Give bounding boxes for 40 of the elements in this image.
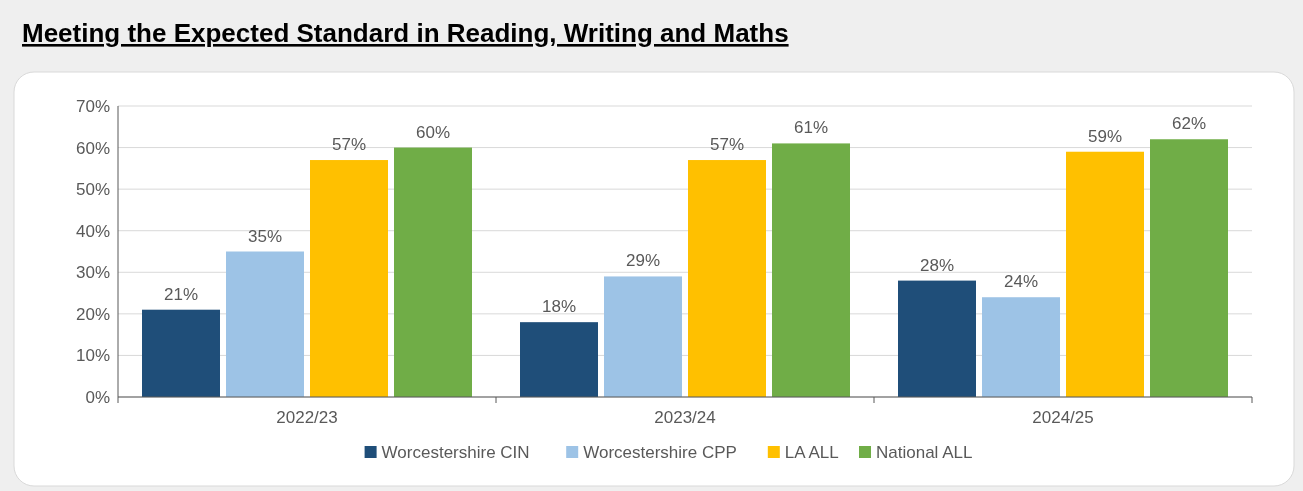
data-label: 18% — [541, 297, 577, 317]
y-tick-label: 20% — [75, 304, 110, 324]
data-label: 35% — [247, 226, 283, 246]
y-tick-label: 40% — [75, 221, 110, 241]
data-label: 28% — [919, 255, 955, 275]
x-tick-label: 2023/24 — [654, 408, 716, 427]
x-tick-label: 2024/25 — [1032, 408, 1094, 427]
bar — [310, 160, 388, 397]
data-label: 57% — [709, 135, 745, 155]
legend-label: Worcestershire CPP — [583, 443, 737, 462]
data-label: 57% — [331, 135, 367, 155]
bar — [226, 251, 304, 397]
x-tick-label: 2022/23 — [276, 408, 338, 427]
data-label: 62% — [1171, 114, 1207, 134]
bar — [394, 147, 472, 397]
legend-label: Worcestershire CIN — [381, 443, 530, 462]
bar — [520, 322, 598, 397]
data-label: 59% — [1087, 126, 1123, 146]
bar — [982, 297, 1060, 397]
bar — [772, 143, 850, 397]
data-label: 24% — [1003, 272, 1039, 292]
legend-label: LA ALL — [784, 443, 839, 462]
bar — [604, 276, 682, 397]
y-tick-label: 30% — [75, 263, 110, 283]
y-tick-label: 70% — [75, 97, 110, 116]
legend-label: National ALL — [876, 443, 973, 462]
data-label: 21% — [163, 284, 199, 304]
chart-title: Meeting the Expected Standard in Reading, Writing and Maths — [22, 18, 789, 48]
bar — [1066, 151, 1144, 397]
data-label: 60% — [415, 122, 451, 142]
bar — [1150, 139, 1228, 397]
data-label: 29% — [625, 251, 661, 271]
bar — [898, 280, 976, 397]
y-tick-label: 0% — [85, 388, 110, 407]
y-tick-label: 60% — [75, 138, 110, 158]
y-tick-label: 50% — [75, 180, 110, 200]
data-label: 61% — [793, 118, 829, 138]
y-tick-label: 10% — [75, 346, 110, 366]
bar — [688, 160, 766, 397]
bar — [142, 309, 220, 397]
